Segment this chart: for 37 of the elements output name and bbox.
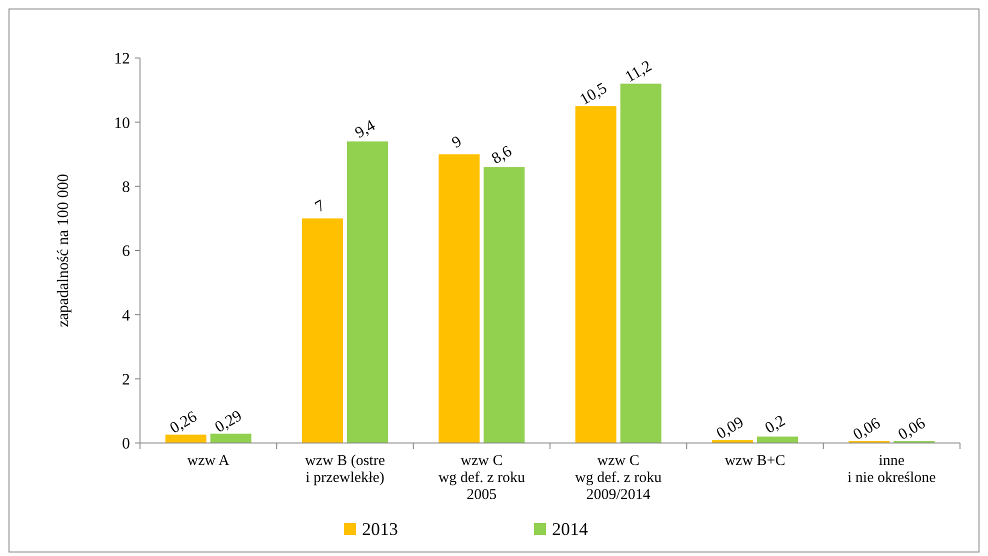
- data-label: 8,6: [489, 142, 515, 168]
- x-tick-label: wzw B+C: [724, 453, 786, 469]
- y-axis-title: zapadalność na 100 000: [55, 174, 72, 328]
- legend-label: 2013: [362, 519, 398, 539]
- data-label: 9,4: [352, 117, 378, 142]
- bar: [620, 84, 662, 443]
- y-tick-label: 2: [122, 371, 130, 388]
- data-label: 0,06: [850, 414, 884, 444]
- x-tick-label: wzw C wg def. z roku 2009/2014: [575, 453, 662, 503]
- data-label: 0,26: [167, 408, 200, 438]
- bar: [575, 106, 616, 443]
- x-tick-label: inne i nie określone: [848, 453, 936, 486]
- bar: [165, 434, 206, 443]
- bar: [302, 218, 343, 443]
- bar: [438, 154, 480, 443]
- x-tick-label: wzw C wg def. z roku 2005: [438, 453, 526, 503]
- bar: [347, 141, 388, 443]
- bar: [484, 167, 525, 443]
- y-tick-label: 12: [114, 50, 130, 68]
- legend-label: 2014: [552, 519, 588, 539]
- data-label: 11,2: [622, 58, 655, 86]
- x-tick-label: wzw B (ostre i przewlekłe): [305, 453, 386, 486]
- y-tick-label: 8: [122, 178, 130, 196]
- data-label: 9: [449, 132, 465, 152]
- data-label: 0,09: [714, 414, 747, 443]
- data-label: 0,06: [896, 414, 928, 444]
- x-tick-label: wzw A: [187, 453, 230, 469]
- y-tick-label: 0: [122, 436, 130, 453]
- y-tick-label: 4: [122, 307, 130, 324]
- data-label: 0,29: [212, 407, 245, 436]
- bar: [210, 434, 252, 443]
- bar: [757, 436, 798, 443]
- y-tick-label: 6: [122, 243, 130, 260]
- data-label: 0,2: [762, 412, 788, 438]
- data-label: 7: [312, 197, 328, 216]
- data-label: 10,5: [577, 80, 610, 109]
- y-tick-label: 10: [114, 114, 130, 132]
